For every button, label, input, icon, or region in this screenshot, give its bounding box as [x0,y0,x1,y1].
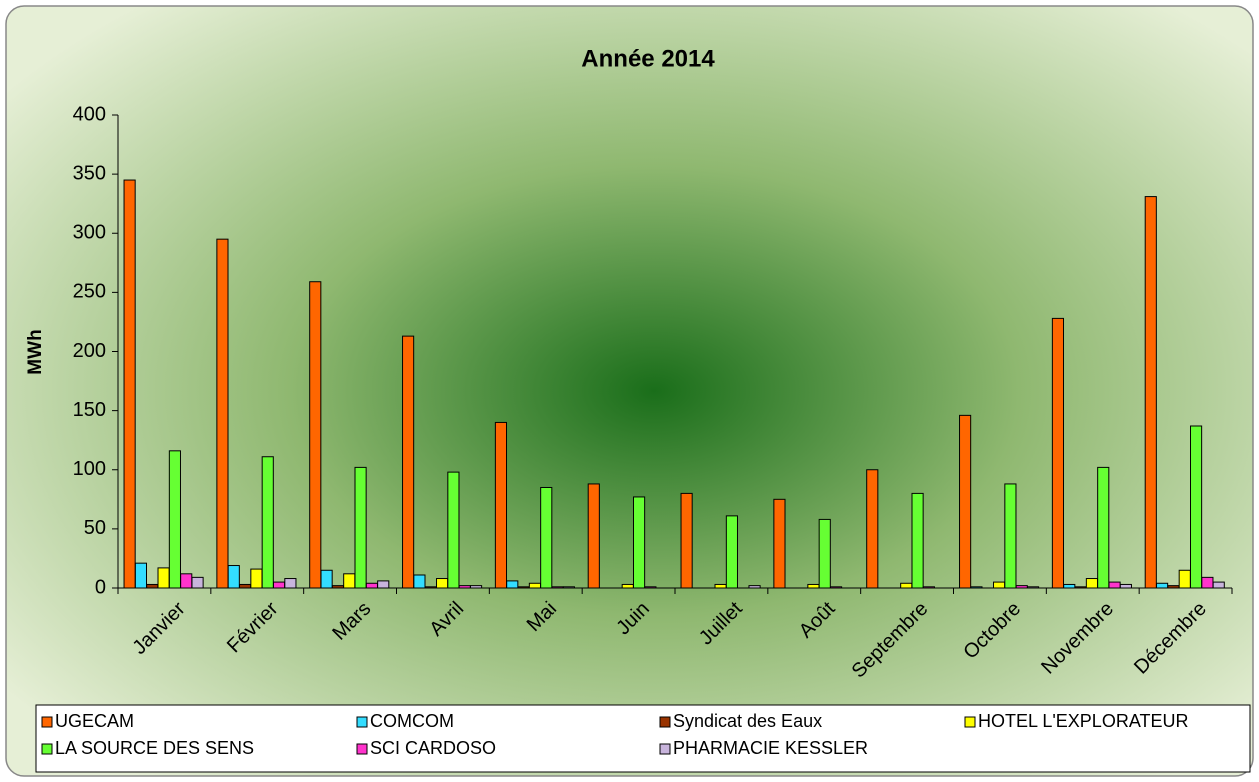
bar [261,456,274,589]
bar [1051,317,1065,589]
legend-swatch [356,743,368,755]
bar [540,486,553,589]
legend-swatch [964,716,976,728]
bar [413,574,426,589]
bar [1004,483,1017,589]
bar [168,450,181,589]
bar [309,281,322,589]
bar [272,581,286,589]
bar [1190,425,1203,589]
y-tick-label: 350 [73,162,106,184]
bar [528,582,541,589]
legend-label: COMCOM [370,711,454,731]
bar [239,583,252,589]
bar [1201,576,1214,589]
bar [818,518,831,589]
bar [866,469,879,589]
bar [621,583,634,589]
bar [343,573,356,589]
bar [1085,578,1098,589]
legend-swatch [41,743,53,755]
bar [1097,466,1110,589]
bar [900,582,913,589]
bar [714,583,727,589]
bar [157,567,170,589]
bar [1212,581,1225,589]
bar [447,471,460,589]
y-tick-label: 250 [73,281,106,303]
y-tick-label: 0 [95,576,106,598]
bar [494,421,508,589]
bar [1108,581,1121,589]
legend-swatch [41,716,53,728]
y-tick-label: 150 [73,399,106,421]
legend-label: LA SOURCE DES SENS [55,738,254,758]
bar [1119,583,1132,589]
y-tick-label: 100 [73,458,106,480]
y-axis-label: MWh [25,329,46,374]
bar [134,562,147,589]
bar [725,515,738,589]
bar [180,573,193,589]
bar [1156,582,1169,589]
legend-label: HOTEL L'EXPLORATEUR [978,711,1189,731]
legend-swatch [659,743,671,755]
y-tick-label: 200 [73,340,106,362]
bar [911,492,924,589]
bar [123,179,136,589]
bar [1178,569,1191,589]
bar [1063,583,1076,589]
bar [680,492,693,589]
y-tick-label: 50 [84,517,106,539]
bar [436,578,449,589]
chart-title: Année 2014 [581,45,715,72]
bar [354,466,367,589]
y-tick-label: 300 [73,222,106,244]
bar [250,568,263,589]
bar [587,483,600,589]
bar [959,414,972,589]
bar [216,238,229,589]
bar [773,498,786,589]
bar [227,565,240,589]
legend-swatch [659,716,671,728]
bar [506,580,519,589]
bar [377,580,390,589]
bar [146,583,159,589]
y-tick-label: 400 [73,103,106,125]
bar [365,582,378,589]
legend-label: PHARMACIE KESSLER [673,738,868,758]
bar [402,335,415,589]
bar [191,576,204,589]
bar [1144,196,1157,589]
legend-box [35,704,1251,773]
bar [320,569,333,589]
bar [993,581,1006,589]
legend-swatch [356,716,368,728]
legend-label: Syndicat des Eaux [673,711,822,731]
bar [284,578,297,589]
legend-label: UGECAM [55,711,134,731]
bar [633,496,646,589]
legend-label: SCI CARDOSO [370,738,496,758]
bar [807,583,820,589]
